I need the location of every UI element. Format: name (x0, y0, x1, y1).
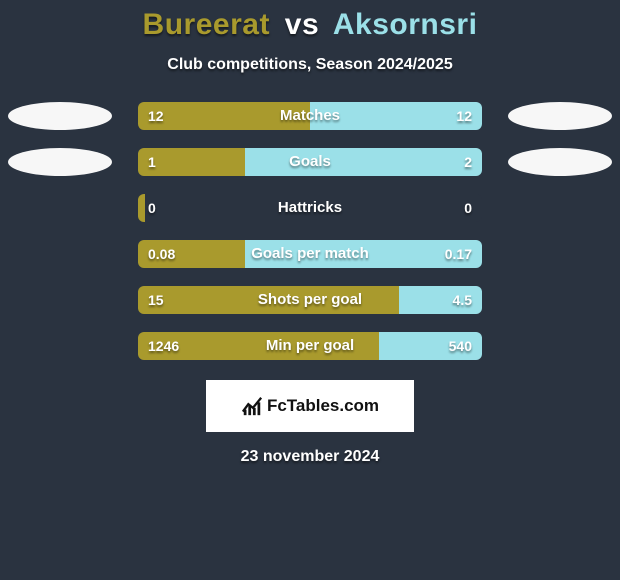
stat-row: Goals1 2 (0, 148, 620, 176)
stat-label: Hattricks (138, 194, 482, 222)
stat-value-right: 0.17 (435, 240, 482, 268)
stat-value-left: 15 (138, 286, 174, 314)
stat-label: Goals per match (138, 240, 482, 268)
stats-list: Matches1212Goals12Hattricks00Goals per m… (0, 102, 620, 360)
vs-text: vs (285, 8, 319, 41)
stat-value-left: 1246 (138, 332, 189, 360)
page-title: Bureerat vs Aksornsri (0, 8, 620, 42)
stat-value-right: 0 (454, 194, 482, 222)
stat-value-left: 0.08 (138, 240, 185, 268)
stat-value-left: 12 (138, 102, 174, 130)
stat-row: Min per goal1246 540 (0, 332, 620, 360)
date-text: 23 november 2024 (0, 448, 620, 466)
stat-label: Matches (138, 102, 482, 130)
player1-name: Bureerat (143, 8, 270, 41)
stat-value-left: 1 (138, 148, 166, 176)
stat-row: Shots per goal15 4.5 (0, 286, 620, 314)
stat-row: Goals per match0.08 0.17 (0, 240, 620, 268)
chart-icon (241, 395, 263, 417)
logo-text: FcTables.com (267, 396, 379, 416)
stat-value-right: 12 (446, 102, 482, 130)
avatar-left (8, 102, 112, 130)
stat-label: Min per goal (138, 332, 482, 360)
stat-value-right: 4.5 (443, 286, 482, 314)
stat-value-right: 540 (439, 332, 482, 360)
comparison-infographic: Bureerat vs Aksornsri Club competitions,… (0, 0, 620, 580)
player2-name: Aksornsri (333, 8, 478, 41)
avatar-left (8, 148, 112, 176)
stat-row: Matches12 12 (0, 102, 620, 130)
avatar-right (508, 102, 612, 130)
avatar-right (508, 148, 612, 176)
stat-value-right: 2 (454, 148, 482, 176)
stat-row: Hattricks0 0 (0, 194, 620, 222)
subtitle: Club competitions, Season 2024/2025 (0, 56, 620, 74)
stat-label: Goals (138, 148, 482, 176)
stat-label: Shots per goal (138, 286, 482, 314)
fctables-logo: FcTables.com (206, 380, 414, 432)
stat-value-left: 0 (138, 194, 166, 222)
